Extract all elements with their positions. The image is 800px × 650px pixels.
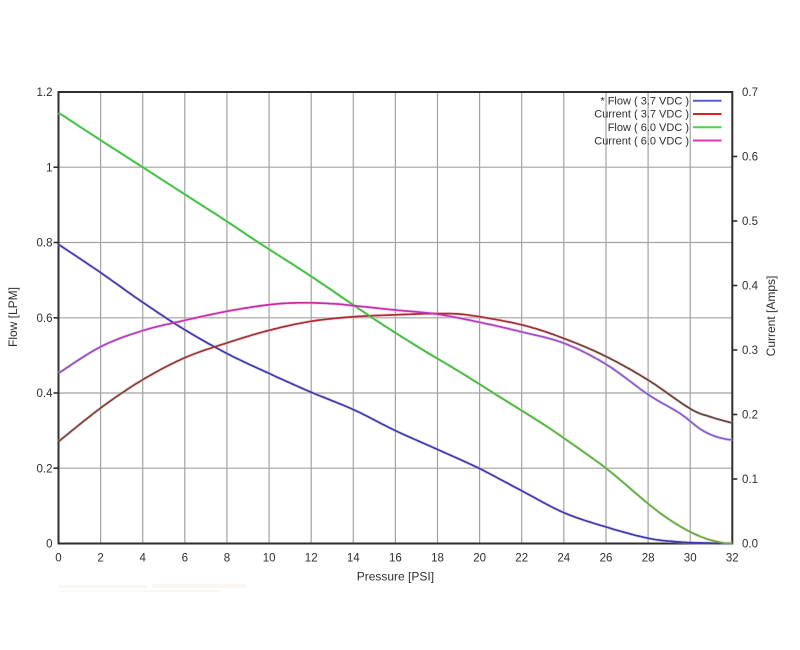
- svg-text:0.0: 0.0: [742, 539, 758, 551]
- svg-text:* Flow ( 3.7 VDC ): * Flow ( 3.7 VDC ): [600, 95, 689, 107]
- svg-text:20: 20: [473, 553, 486, 565]
- svg-text:Flow [LPM]: Flow [LPM]: [6, 287, 20, 347]
- svg-text:6: 6: [182, 553, 188, 565]
- svg-text:24: 24: [557, 553, 570, 565]
- svg-text:0: 0: [55, 553, 61, 565]
- svg-text:Pressure [PSI]: Pressure [PSI]: [357, 570, 434, 584]
- svg-text:Current ( 6.0 VDC ): Current ( 6.0 VDC ): [594, 135, 689, 147]
- svg-text:0.4: 0.4: [742, 281, 759, 293]
- svg-text:10: 10: [263, 553, 276, 565]
- svg-text:0.5: 0.5: [742, 216, 758, 228]
- svg-text:28: 28: [642, 553, 655, 565]
- svg-text:0.2: 0.2: [37, 463, 53, 475]
- svg-text:0.2: 0.2: [742, 410, 758, 422]
- svg-text:4: 4: [139, 553, 146, 565]
- svg-text:32: 32: [726, 553, 739, 565]
- svg-text:Flow ( 6.0 VDC ): Flow ( 6.0 VDC ): [608, 122, 689, 134]
- svg-text:30: 30: [684, 553, 697, 565]
- svg-text:0.1: 0.1: [742, 474, 758, 486]
- svg-text:0.6: 0.6: [37, 313, 53, 325]
- svg-text:Current [Amps]: Current [Amps]: [764, 276, 778, 357]
- svg-text:12: 12: [305, 553, 318, 565]
- svg-text:2: 2: [97, 553, 103, 565]
- svg-text:0.8: 0.8: [37, 238, 53, 250]
- svg-text:22: 22: [515, 553, 528, 565]
- svg-text:8: 8: [224, 553, 230, 565]
- svg-text:14: 14: [347, 553, 360, 565]
- svg-text:1: 1: [46, 162, 52, 174]
- svg-text:0.4: 0.4: [37, 388, 54, 400]
- svg-text:0.7: 0.7: [742, 87, 758, 99]
- svg-text:0: 0: [46, 539, 52, 551]
- svg-text:Current ( 3.7 VDC ): Current ( 3.7 VDC ): [594, 109, 689, 121]
- svg-text:0.6: 0.6: [742, 152, 758, 164]
- svg-text:0.3: 0.3: [742, 345, 758, 357]
- svg-text:1.2: 1.2: [37, 87, 53, 99]
- svg-text:26: 26: [600, 553, 613, 565]
- svg-text:18: 18: [431, 553, 444, 565]
- svg-text:16: 16: [389, 553, 402, 565]
